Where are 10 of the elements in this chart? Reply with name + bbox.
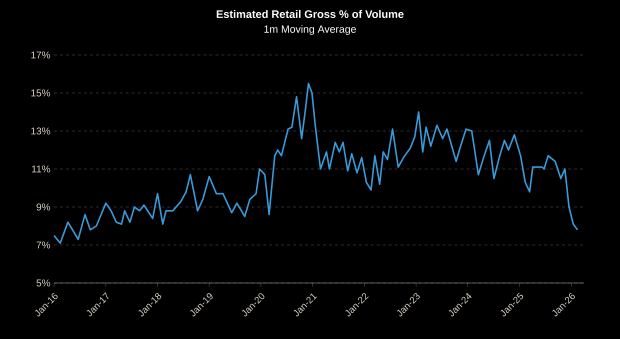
y-tick-label: 11% [32, 166, 50, 172]
chart-subtitle: 1m Moving Average [264, 25, 356, 35]
chart-title: Estimated Retail Gross % of Volume [216, 10, 404, 18]
line-series [53, 82, 578, 244]
y-tick-label: 7% [36, 242, 50, 248]
y-tick-label: 5% [36, 279, 50, 286]
y-tick-label: 17% [31, 52, 50, 58]
y-tick-label: 9% [36, 203, 50, 211]
y-tick-label: 15% [31, 89, 50, 96]
y-tick-label: 13% [31, 127, 50, 135]
